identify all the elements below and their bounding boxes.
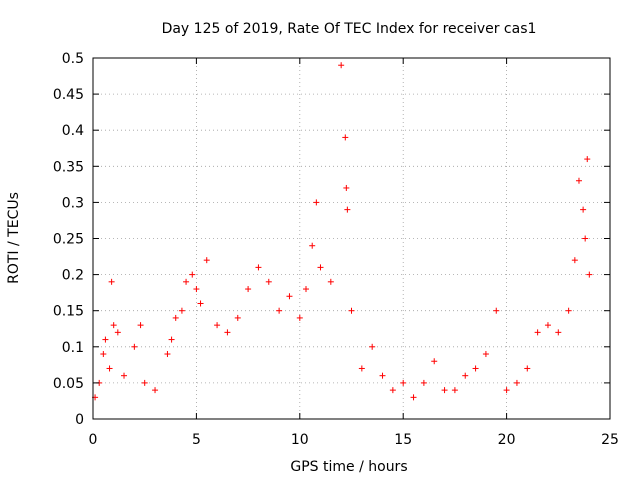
data-point: [344, 206, 351, 213]
data-point: [580, 206, 587, 213]
plot-frame: [92, 57, 611, 420]
data-point: [172, 314, 179, 321]
data-point: [137, 322, 144, 329]
data-point: [203, 257, 210, 264]
data-point: [224, 329, 231, 336]
y-tick-label: 0.35: [53, 159, 84, 175]
data-point: [121, 372, 128, 379]
y-tick-label: 0.3: [62, 195, 84, 211]
data-point: [389, 387, 396, 394]
data-point: [343, 184, 350, 191]
x-tick-label: 25: [601, 432, 619, 448]
data-point: [234, 314, 241, 321]
data-point: [482, 351, 489, 358]
data-point: [193, 286, 200, 293]
axis-ticks: 0 0.05 0.1 0.15 0.2 0.25 0.3 0.35 0.4 0.45 0.5 0 5 10…: [53, 51, 619, 448]
data-point: [245, 286, 252, 293]
y-tick-label: 0.15: [53, 304, 84, 320]
x-tick-label: 20: [498, 432, 516, 448]
x-tick-label: 15: [394, 432, 412, 448]
data-point: [544, 322, 551, 329]
data-point: [584, 156, 591, 163]
data-point: [555, 329, 562, 336]
data-point: [338, 62, 345, 69]
data-point: [493, 307, 500, 314]
data-point: [197, 300, 204, 307]
data-point: [286, 293, 293, 300]
data-point: [168, 336, 175, 343]
data-point: [313, 199, 320, 206]
x-tick-label: 5: [192, 432, 201, 448]
y-tick-label: 0.4: [62, 123, 84, 139]
data-point: [189, 271, 196, 278]
data-point: [565, 307, 572, 314]
data-point: [451, 387, 458, 394]
data-point: [265, 278, 272, 285]
data-point: [152, 387, 159, 394]
data-point: [369, 343, 376, 350]
data-point: [586, 271, 593, 278]
data-point: [317, 264, 324, 271]
data-point: [309, 242, 316, 249]
data-point: [303, 286, 310, 293]
data-point: [431, 358, 438, 365]
data-point: [183, 278, 190, 285]
data-point: [503, 387, 510, 394]
data-point: [472, 365, 479, 372]
x-tick-label: 10: [291, 432, 309, 448]
data-point: [513, 379, 520, 386]
data-point: [441, 387, 448, 394]
grid-lines: [93, 58, 610, 419]
y-tick-label: 0.25: [53, 232, 84, 248]
data-point: [420, 379, 427, 386]
data-point: [102, 336, 109, 343]
data-point: [410, 394, 417, 401]
y-tick-label: 0: [75, 412, 84, 428]
y-tick-label: 0.2: [62, 268, 84, 284]
y-axis-label: ROTI / TECUs: [6, 192, 22, 284]
data-point: [214, 322, 221, 329]
data-point: [327, 278, 334, 285]
data-point: [110, 322, 117, 329]
data-point: [575, 177, 582, 184]
data-point: [342, 134, 349, 141]
chart-title: Day 125 of 2019, Rate Of TEC Index for r…: [162, 21, 537, 37]
data-point: [582, 235, 589, 242]
data-point: [106, 365, 113, 372]
data-point: [348, 307, 355, 314]
data-point: [524, 365, 531, 372]
data-point: [358, 365, 365, 372]
data-point: [108, 278, 115, 285]
y-tick-label: 0.05: [53, 376, 84, 392]
data-point: [400, 379, 407, 386]
data-point: [255, 264, 262, 271]
data-point: [164, 351, 171, 358]
x-tick-label: 0: [89, 432, 98, 448]
y-tick-label: 0.45: [53, 87, 84, 103]
y-tick-label: 0.5: [62, 51, 84, 67]
data-point: [462, 372, 469, 379]
x-axis-label: GPS time / hours: [290, 459, 407, 475]
data-point: [276, 307, 283, 314]
data-point: [131, 343, 138, 350]
data-point: [534, 329, 541, 336]
y-tick-label: 0.1: [62, 340, 84, 356]
data-point: [296, 314, 303, 321]
data-point: [141, 379, 148, 386]
data-point: [178, 307, 185, 314]
data-point: [100, 351, 107, 358]
data-point: [114, 329, 121, 336]
data-point: [571, 257, 578, 264]
data-point: [379, 372, 386, 379]
data-points: [92, 62, 593, 401]
